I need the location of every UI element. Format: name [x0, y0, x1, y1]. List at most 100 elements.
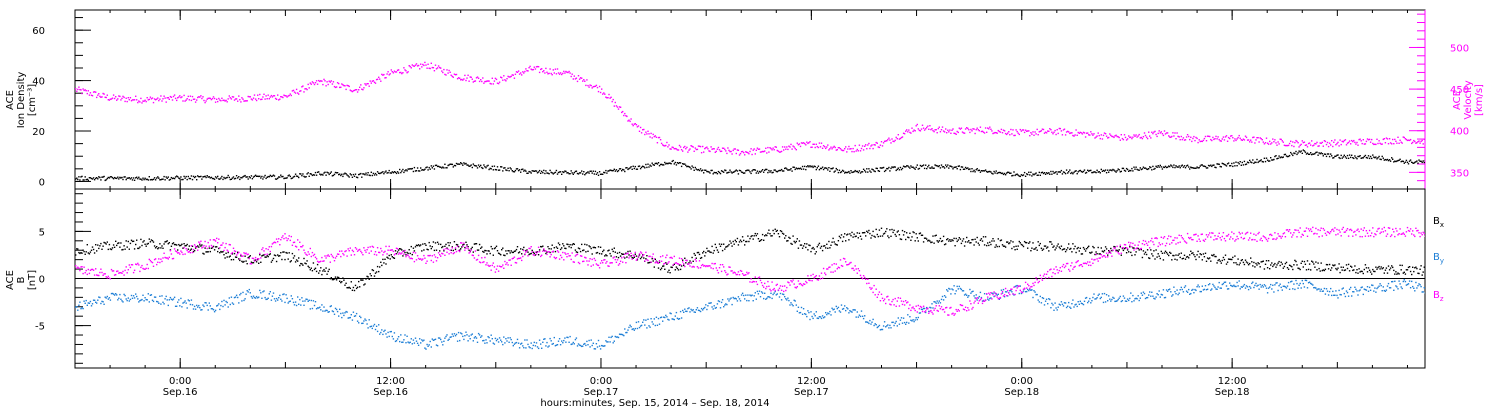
data-point: [502, 79, 504, 81]
data-point: [472, 251, 474, 253]
data-point: [140, 178, 142, 180]
data-point: [1148, 131, 1150, 133]
data-point: [388, 74, 390, 76]
data-point: [88, 253, 91, 255]
data-point: [314, 267, 317, 269]
data-point: [964, 241, 967, 243]
data-point: [978, 169, 980, 171]
data-point: [293, 175, 296, 178]
data-point: [895, 235, 897, 237]
data-point: [104, 179, 106, 182]
data-point: [1364, 154, 1367, 157]
data-point: [478, 80, 481, 83]
data-point: [1326, 141, 1329, 144]
data-point: [301, 86, 303, 88]
data-point: [800, 244, 803, 246]
data-point: [709, 172, 711, 174]
data-point: [1280, 138, 1282, 141]
data-point: [1285, 155, 1288, 157]
data-point: [812, 246, 814, 249]
data-point: [240, 176, 242, 179]
data-point: [319, 80, 321, 83]
data-point: [78, 251, 80, 254]
data-point: [599, 91, 602, 94]
data-point: [874, 144, 876, 146]
data-point: [487, 80, 489, 82]
data-point: [1035, 133, 1037, 135]
data-point: [1318, 152, 1320, 154]
data-point: [695, 257, 697, 259]
data-point: [1078, 170, 1080, 172]
data-point: [1192, 167, 1194, 169]
data-point: [617, 256, 620, 259]
data-point: [403, 67, 405, 69]
data-point: [1323, 140, 1326, 142]
data-point: [437, 165, 440, 168]
data-point: [858, 232, 861, 234]
data-point: [635, 255, 638, 257]
data-point: [1189, 168, 1191, 170]
data-point: [707, 148, 709, 150]
data-point: [1282, 156, 1284, 158]
data-point: [1220, 166, 1222, 168]
data-point: [776, 171, 778, 173]
data-point: [356, 286, 359, 288]
data-point: [1365, 156, 1368, 159]
data-point: [1300, 150, 1302, 152]
data-point: [754, 153, 756, 155]
data-point: [619, 106, 622, 108]
data-point: [1010, 172, 1012, 174]
data-point: [522, 71, 524, 73]
data-point: [1476, 152, 1477, 153]
data-point: [1497, 142, 1498, 143]
data-point: [233, 99, 236, 101]
data-point: [557, 171, 560, 174]
data-point: [608, 170, 610, 172]
data-point: [1058, 171, 1060, 173]
data-point: [214, 246, 217, 248]
data-point: [922, 127, 925, 129]
data-point: [656, 163, 659, 165]
data-point: [1102, 169, 1105, 172]
data-point: [1195, 167, 1197, 169]
data-point: [896, 168, 898, 171]
data-point: [1403, 162, 1405, 164]
axis-title-line: ACE: [5, 270, 16, 290]
data-point: [1017, 174, 1019, 176]
data-point: [551, 172, 553, 174]
data-point: [443, 250, 445, 252]
data-point: [383, 173, 385, 175]
data-point: [173, 177, 176, 180]
data-point: [874, 170, 876, 173]
data-point: [172, 177, 175, 179]
data-point: [917, 240, 919, 242]
data-point: [763, 150, 765, 153]
data-point: [199, 96, 201, 98]
data-point: [1132, 170, 1134, 172]
data-point: [1303, 150, 1306, 152]
data-point: [502, 247, 504, 249]
data-point: [246, 100, 248, 102]
data-point: [288, 174, 290, 176]
data-point: [1431, 162, 1432, 163]
data-point: [765, 168, 767, 171]
data-point: [138, 176, 140, 178]
data-point: [526, 70, 528, 72]
data-point: [833, 241, 835, 243]
data-point: [1416, 142, 1418, 144]
data-point: [221, 251, 223, 253]
data-point: [97, 94, 99, 96]
data-point: [571, 73, 573, 75]
data-point: [180, 176, 182, 178]
data-point: [135, 243, 137, 246]
data-point: [834, 243, 836, 245]
data-point: [167, 97, 169, 99]
data-point: [1359, 155, 1361, 157]
data-point: [557, 242, 560, 244]
data-point: [281, 258, 283, 261]
data-point: [1064, 134, 1067, 136]
data-point: [1133, 166, 1135, 168]
data-point: [1394, 138, 1396, 141]
data-point: [191, 178, 194, 181]
data-point: [374, 172, 377, 175]
